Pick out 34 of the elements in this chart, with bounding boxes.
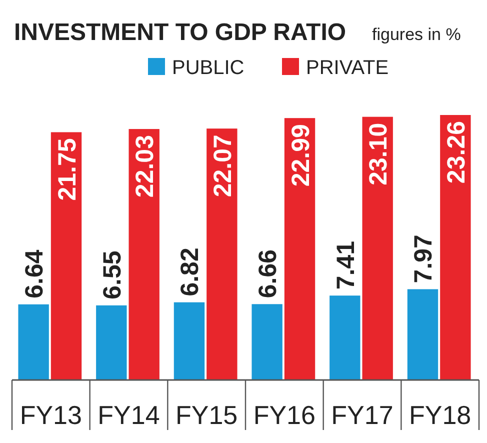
bar bbox=[18, 304, 49, 380]
legend-label: PRIVATE bbox=[306, 57, 389, 79]
x-tick-label: FY16 bbox=[253, 400, 316, 430]
data-label: 7.41 bbox=[332, 240, 360, 290]
x-tick-label: FY13 bbox=[20, 400, 82, 430]
data-label: 22.03 bbox=[131, 135, 160, 198]
chart-title: INVESTMENT TO GDP RATIO bbox=[14, 19, 346, 46]
bar bbox=[440, 115, 471, 380]
data-label: 22.99 bbox=[286, 124, 315, 187]
bar bbox=[330, 296, 360, 380]
bar bbox=[96, 305, 127, 380]
legend-label: PUBLIC bbox=[172, 57, 244, 79]
data-label: 6.66 bbox=[254, 249, 282, 298]
x-tick-label: FY18 bbox=[409, 400, 472, 430]
bar bbox=[284, 118, 316, 380]
bar bbox=[407, 289, 438, 380]
data-label: 23.10 bbox=[364, 122, 393, 186]
data-label: 22.07 bbox=[208, 134, 237, 198]
bar bbox=[50, 132, 82, 380]
bar bbox=[206, 128, 238, 380]
bar bbox=[174, 302, 205, 380]
x-tick-label: FY17 bbox=[331, 400, 394, 430]
data-label: 21.75 bbox=[53, 138, 82, 201]
bar bbox=[362, 116, 393, 380]
data-label: 6.55 bbox=[98, 250, 126, 300]
x-tick-label: FY14 bbox=[98, 400, 160, 430]
x-tick-label: FY15 bbox=[176, 400, 238, 430]
bar bbox=[128, 129, 160, 380]
data-label: 6.64 bbox=[20, 250, 49, 298]
data-label: 7.97 bbox=[410, 234, 438, 284]
bar bbox=[252, 304, 282, 380]
data-label: 6.82 bbox=[176, 248, 204, 296]
chart-subtitle: figures in % bbox=[372, 25, 461, 44]
data-label: 23.26 bbox=[442, 121, 470, 184]
